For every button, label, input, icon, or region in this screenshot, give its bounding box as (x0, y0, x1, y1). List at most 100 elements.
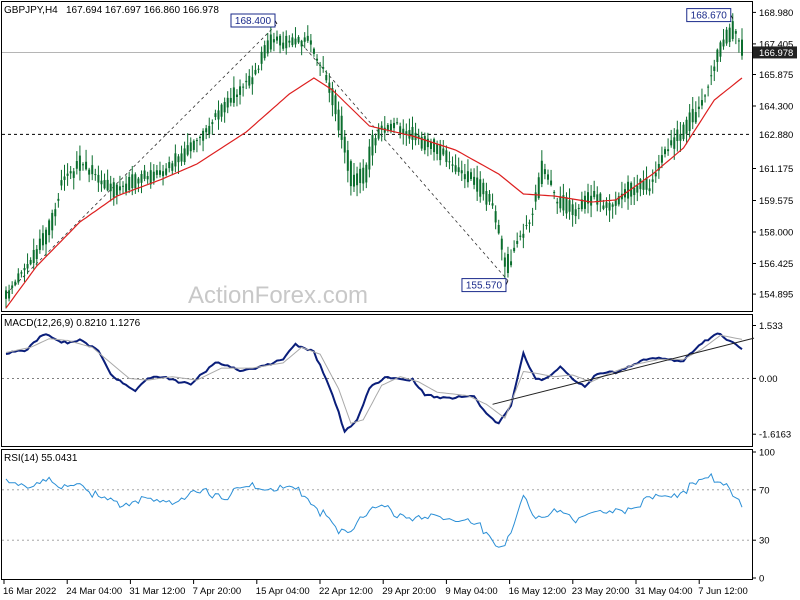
x-tick-label: 22 Apr 12:00 (319, 586, 373, 597)
candle-body (331, 88, 334, 106)
price-panel-frame (1, 1, 753, 312)
macd-signal-line (5, 334, 743, 424)
candle-body (75, 161, 78, 169)
macd-layer (2, 332, 755, 434)
candle-body (697, 106, 700, 110)
candle-body (719, 42, 722, 57)
candle-body (580, 199, 583, 210)
candle-body (134, 174, 137, 189)
candle-body (8, 290, 11, 299)
candle-body (510, 261, 513, 266)
candle-body (128, 176, 131, 191)
candles (5, 13, 743, 309)
x-tick-label: 31 Mar 12:00 (129, 586, 185, 597)
moving-average-line (5, 77, 743, 309)
candle-body (734, 31, 737, 34)
candle-body (38, 238, 41, 250)
candle-body (78, 155, 81, 171)
candle-body (235, 94, 238, 98)
candle-body (183, 148, 186, 163)
candle-body (199, 136, 202, 139)
candle-body (251, 77, 254, 85)
candle-body (519, 235, 522, 237)
candle-body (158, 170, 161, 175)
candle-body (266, 40, 269, 54)
candle-body (316, 58, 319, 61)
candle-body (617, 196, 620, 205)
candle-body (497, 224, 500, 234)
candle-body (639, 179, 642, 190)
candle-body (269, 34, 272, 50)
candle-body (608, 202, 611, 211)
x-tick-label: 23 May 20:00 (572, 586, 630, 597)
candle-body (362, 167, 365, 184)
candle-body (260, 51, 263, 64)
candle-body (322, 67, 325, 69)
candle-body (522, 233, 525, 238)
candle-body (716, 49, 719, 62)
candle-body (439, 144, 442, 161)
candle-body (263, 45, 266, 59)
candle-body (115, 184, 118, 196)
candle-body (396, 122, 399, 124)
candle-body (488, 194, 491, 202)
candle-body (17, 273, 20, 283)
candle-body (380, 125, 383, 131)
candle-body (399, 126, 402, 134)
candle-body (285, 35, 288, 49)
candle-body (546, 174, 549, 180)
rsi-panel-frame (1, 449, 753, 580)
candle-body (670, 140, 673, 146)
candle-body (294, 38, 297, 45)
candle-body (309, 40, 312, 45)
candle-body (389, 123, 392, 131)
price-tick-label: 167.405 (759, 39, 793, 50)
candle-body (386, 124, 389, 131)
candle-body (88, 169, 91, 175)
macd-title: MACD(12,26,9) 0.8210 1.1276 (4, 318, 141, 329)
candle-body (118, 186, 121, 191)
candle-body (657, 163, 660, 171)
x-tick-label: 15 Apr 04:00 (256, 586, 310, 597)
candle-body (654, 172, 657, 177)
candle-body (562, 195, 565, 211)
price-tick-label: 156.425 (759, 259, 793, 270)
candle-body (676, 129, 679, 142)
candle-body (29, 259, 32, 265)
x-tick-label: 9 May 04:00 (445, 586, 497, 597)
candle-body (14, 281, 17, 285)
candle-body (642, 180, 645, 190)
macd-panel-frame (1, 314, 753, 447)
candle-body (500, 238, 503, 250)
candle-body (346, 150, 349, 171)
candle-body (23, 268, 26, 271)
candle-body (69, 171, 72, 174)
candle-body (599, 193, 602, 202)
candle-body (11, 285, 14, 288)
level-label-box (753, 128, 797, 141)
candle-body (577, 207, 580, 209)
candle-body (349, 161, 352, 187)
candle-body (503, 257, 506, 267)
candle-body (60, 180, 63, 186)
annotation-label: 155.570 (466, 281, 503, 292)
candle-body (531, 213, 534, 215)
price-tick-label: 161.175 (759, 164, 793, 175)
price-tick-label: 164.300 (759, 102, 793, 113)
candle-body (152, 171, 155, 181)
candle-body (420, 136, 423, 149)
candle-body (214, 113, 217, 117)
candle-body (593, 190, 596, 198)
candle-body (211, 122, 214, 125)
candle-body (583, 195, 586, 209)
candle-body (451, 164, 454, 166)
candle-body (368, 146, 371, 170)
candle-body (149, 170, 152, 185)
candle-body (722, 39, 725, 47)
candle-body (177, 156, 180, 163)
candle-body (254, 69, 257, 75)
candle-body (186, 145, 189, 155)
candle-body (457, 167, 460, 173)
candle-body (202, 130, 205, 141)
